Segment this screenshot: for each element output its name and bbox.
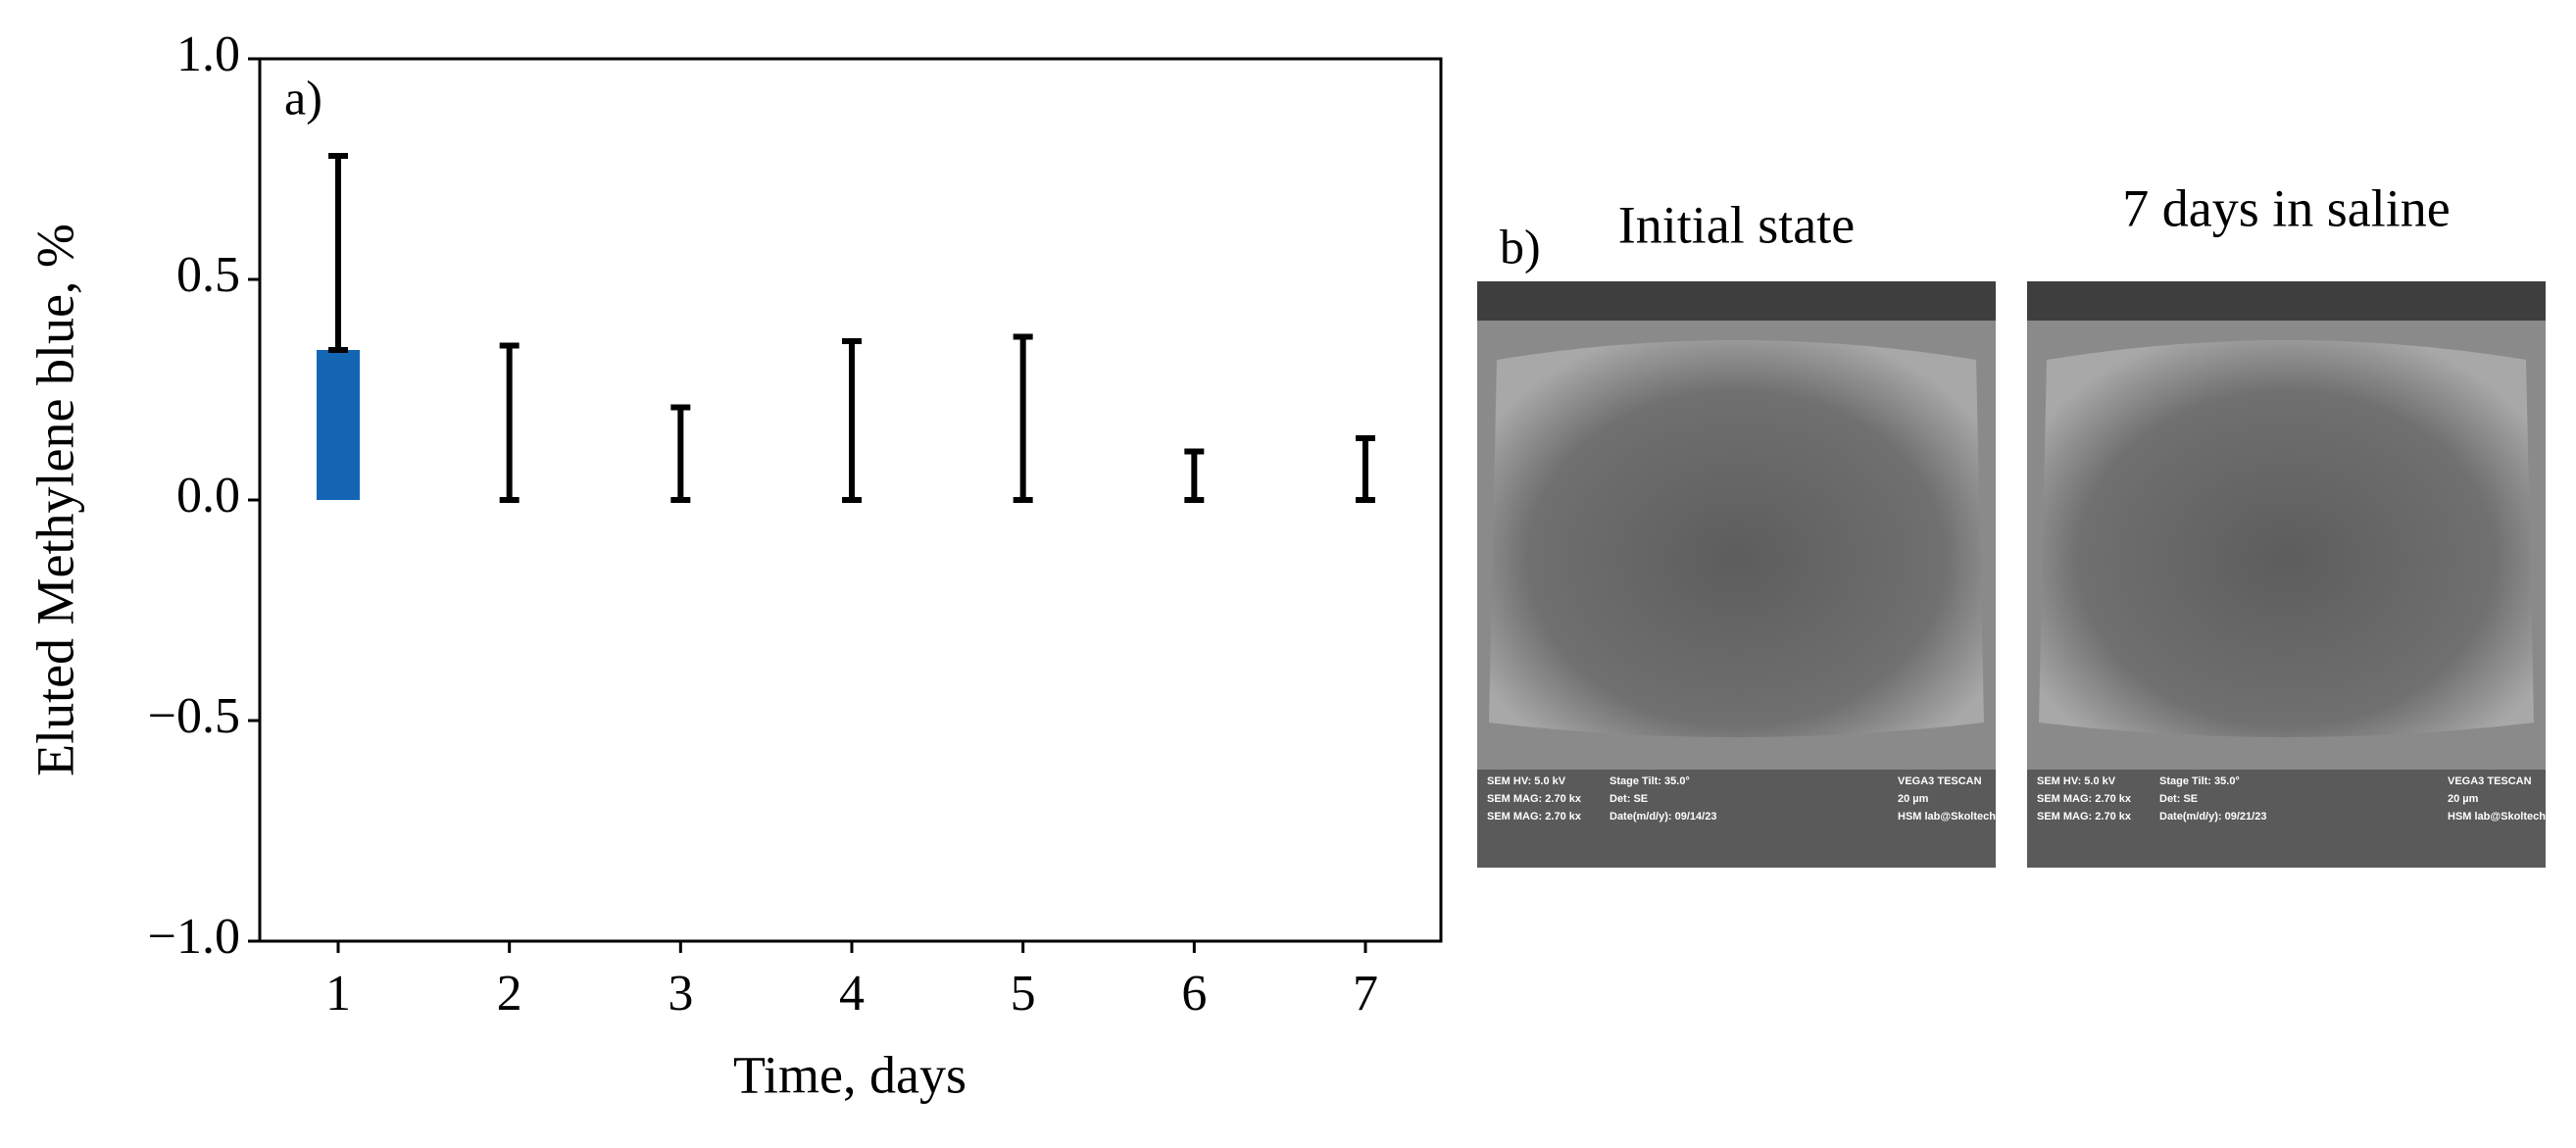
y-tick-label: −1.0	[148, 909, 240, 965]
x-tick-label: 4	[839, 966, 865, 1022]
x-axis-label: Time, days	[733, 1045, 966, 1104]
sem-info: VEGA3 TESCAN	[1898, 775, 1982, 787]
sem-top	[2027, 281, 2546, 321]
panel-label: a)	[284, 70, 322, 125]
x-tick-label: 2	[497, 966, 522, 1022]
sem-info: HSM lab@Skoltech	[1898, 811, 1996, 823]
y-tick-label: 1.0	[176, 26, 240, 82]
sem-info: VEGA3 TESCAN	[2448, 775, 2532, 787]
sem-info: SEM HV: 5.0 kV	[2037, 775, 2116, 787]
y-tick-label: 0.5	[176, 247, 240, 303]
sem-info: 20 µm	[2448, 793, 2479, 805]
sem-block	[1489, 340, 1984, 737]
sem-info: HSM lab@Skoltech	[2448, 811, 2546, 823]
sem-info: Date(m/d/y): 09/14/23	[1610, 811, 1716, 823]
sem-info: SEM HV: 5.0 kV	[1487, 775, 1566, 787]
x-tick-label: 5	[1011, 966, 1036, 1022]
sem-info: SEM MAG: 2.70 kx	[1487, 793, 1582, 805]
sem-info: Det: SE	[1610, 793, 1648, 805]
image-title: Initial state	[1618, 195, 1855, 254]
sem-info-bar	[1477, 770, 1996, 868]
sem-info: SEM MAG: 2.70 kx	[1487, 811, 1582, 823]
sem-info: SEM MAG: 2.70 kx	[2037, 811, 2132, 823]
panel-label: b)	[1500, 219, 1541, 274]
sem-info: 20 µm	[1898, 793, 1929, 805]
y-tick-label: 0.0	[176, 468, 240, 524]
sem-info-bar	[2027, 770, 2546, 868]
x-tick-label: 7	[1353, 966, 1378, 1022]
sem-info: Stage Tilt: 35.0°	[1610, 775, 1690, 787]
x-tick-label: 6	[1181, 966, 1207, 1022]
sem-images: Initial state SEM HV: 5.0 kV Stage Tilt: 3…	[1477, 178, 2546, 868]
sem-info: SEM MAG: 2.70 kx	[2037, 793, 2132, 805]
sem-block	[2039, 340, 2534, 737]
sem-info: Det: SE	[2159, 793, 2198, 805]
x-tick-label: 1	[325, 966, 351, 1022]
sem-info: Date(m/d/y): 09/21/23	[2159, 811, 2266, 823]
y-tick-label: −0.5	[148, 688, 240, 744]
x-tick-label: 3	[668, 966, 693, 1022]
bar	[317, 350, 360, 500]
image-title: 7 days in saline	[2122, 178, 2450, 237]
sem-top	[1477, 281, 1996, 321]
sem-info: Stage Tilt: 35.0°	[2159, 775, 2240, 787]
y-axis-label: Eluted Methylene blue, %	[25, 224, 84, 776]
